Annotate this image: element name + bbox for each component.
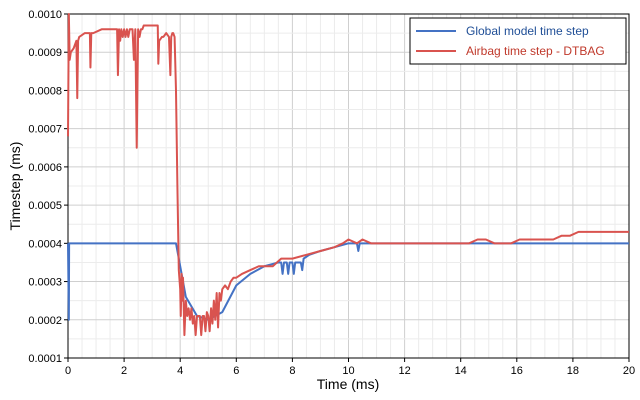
y-axis-label: Timestep (ms) (7, 142, 23, 231)
legend: Global model time step Airbag time step … (409, 17, 627, 65)
x-tick-label: 20 (623, 365, 635, 377)
x-tick-label: 16 (511, 365, 523, 377)
y-tick-label: 0.0007 (28, 124, 62, 136)
legend-label-global: Global model time step (466, 24, 589, 38)
y-tick-label: 0.0010 (28, 9, 62, 21)
legend-label-airbag: Airbag time step - DTBAG (466, 44, 605, 58)
plot-area-border (67, 13, 630, 359)
y-tick-label: 0.0003 (28, 277, 62, 289)
y-axis-ticks: 0.0001 0.0002 0.0003 0.0004 0.0005 0.0006 0.00… (28, 9, 68, 365)
grid-lines (67, 13, 630, 359)
x-tick-label: 8 (289, 365, 295, 377)
y-tick-label: 0.0009 (28, 47, 62, 59)
y-tick-label: 0.0005 (28, 200, 62, 212)
y-tick-label: 0.0006 (28, 162, 62, 174)
x-tick-label: 18 (567, 365, 579, 377)
series-line-airbag-time-step (67, 13, 629, 337)
x-tick-label: 6 (233, 365, 239, 377)
y-tick-label: 0.0001 (28, 353, 62, 365)
y-tick-label: 0.0008 (28, 85, 62, 97)
x-axis-ticks: 0 2 4 6 8 10 12 14 16 18 20 (65, 358, 635, 377)
y-tick-label: 0.0004 (28, 238, 62, 250)
x-tick-label: 10 (342, 365, 354, 377)
series-layer (67, 13, 629, 337)
x-tick-label: 14 (455, 365, 467, 377)
y-tick-label: 0.0002 (28, 315, 62, 327)
x-tick-label: 0 (65, 365, 71, 377)
x-tick-label: 4 (177, 365, 183, 377)
x-tick-label: 2 (121, 365, 127, 377)
legend-box (409, 17, 627, 65)
x-axis-label: Time (ms) (317, 376, 379, 392)
x-tick-label: 12 (398, 365, 410, 377)
